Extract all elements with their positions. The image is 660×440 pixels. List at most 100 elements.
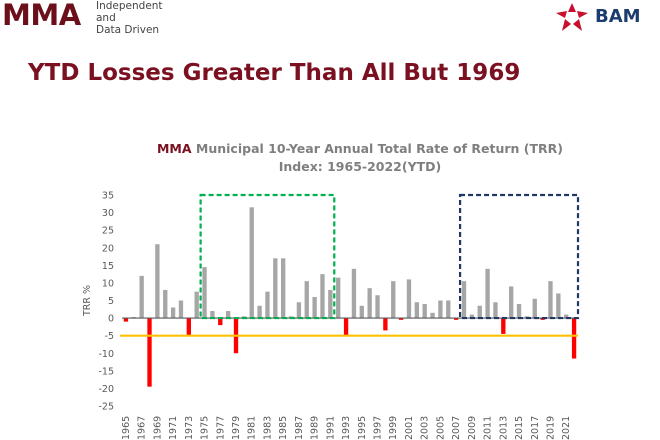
bar-2019 [548, 281, 553, 319]
brand-name: MMA [2, 0, 81, 32]
x-tick-label: 1971 [168, 416, 179, 440]
chart-title-line2: Index: 1965-2022(YTD) [278, 159, 442, 174]
bam-text: BAM [595, 6, 641, 27]
bar-2007 [453, 318, 459, 320]
bar-1971 [170, 307, 176, 319]
bar-2010 [477, 305, 482, 319]
x-tick-label: 1977 [215, 416, 226, 440]
y-tick-label: -20 [98, 384, 114, 395]
bar-1995 [359, 305, 364, 319]
y-tick-label: 35 [102, 191, 114, 202]
highlight-box-navy [458, 193, 580, 320]
x-tick-label: 1981 [247, 416, 258, 440]
y-tick-label: -5 [105, 331, 114, 342]
bar-2003 [422, 304, 427, 319]
bar-1969 [155, 244, 160, 319]
y-tick-label: -10 [98, 349, 114, 360]
x-tick-label: 1983 [262, 416, 273, 440]
x-tick-label: 1995 [357, 416, 368, 440]
x-tick-label: 1991 [325, 416, 336, 440]
chart-title-line1: MMA Municipal 10-Year Annual Total Rate … [120, 140, 600, 158]
x-tick-label: 2021 [561, 416, 572, 440]
bar-2015 [516, 304, 522, 319]
x-tick-label: 2005 [435, 416, 446, 440]
y-tick-label: 0 [108, 314, 114, 325]
bar-1999 [391, 281, 396, 319]
bar-1998 [383, 318, 388, 331]
bar-2012 [493, 302, 498, 319]
bar-1972 [178, 300, 184, 319]
bar-1981 [249, 207, 254, 319]
slide-title: YTD Losses Greater Than All But 1969 [28, 60, 521, 86]
bar-2008 [461, 281, 467, 319]
y-tick-label: 20 [102, 243, 114, 254]
x-tick-label: 1997 [373, 416, 384, 440]
bar-2005 [438, 300, 443, 319]
x-tick-label: 2017 [530, 416, 541, 440]
brand-tagline: Independent and Data Driven [96, 0, 163, 36]
tagline-line2: Data Driven [96, 24, 160, 36]
x-tick-label: 1987 [294, 416, 305, 440]
x-tick-label: 1973 [184, 416, 195, 440]
y-tick-label: 5 [108, 296, 114, 307]
bar-1996 [367, 288, 372, 319]
tagline-line1: Independent and [96, 0, 163, 24]
highlight-box-green [199, 193, 336, 320]
bar-1989 [312, 296, 317, 319]
x-tick-label: 2013 [498, 416, 509, 440]
y-tick-label: 25 [102, 226, 114, 237]
bar-1997 [375, 295, 380, 319]
y-tick-label: -15 [98, 366, 114, 377]
chart-title-main: Municipal 10-Year Annual Total Rate of R… [195, 141, 564, 156]
bar-1990 [320, 274, 325, 319]
bar-2000 [398, 318, 404, 320]
bar-1974 [194, 291, 199, 319]
y-axis-label: TRR % [82, 285, 93, 317]
x-tick-label: 2019 [545, 416, 556, 440]
bar-2004 [430, 312, 435, 319]
x-tick-label: 2007 [451, 416, 462, 440]
x-tick-label: 2009 [467, 416, 478, 440]
y-tick-label: 10 [102, 278, 114, 289]
bar-2006 [446, 300, 451, 319]
bar-1992 [336, 277, 341, 319]
y-tick-label: -25 [98, 402, 114, 413]
chart-title-prefix: MMA [156, 141, 192, 156]
x-tick-label: 2003 [420, 416, 431, 440]
bar-1970 [163, 289, 168, 319]
x-tick-label: 1975 [200, 416, 211, 440]
bam-logo: BAM [555, 2, 650, 32]
bar-2002 [414, 302, 419, 319]
bar-2020 [556, 293, 561, 319]
bar-2011 [485, 268, 490, 319]
x-tick-label: 1985 [278, 416, 289, 440]
x-tick-label: 1969 [152, 416, 163, 440]
x-tick-label: 1989 [310, 416, 321, 440]
bar-1982 [257, 305, 262, 319]
x-tick-label: 2011 [483, 416, 494, 440]
bar-2014 [509, 286, 514, 319]
bar-2009 [469, 314, 475, 319]
bar-1976 [210, 311, 215, 319]
bar-1968 [147, 318, 152, 387]
bar-2021 [564, 314, 569, 319]
bar-1965 [123, 318, 129, 322]
bar-1985 [281, 258, 286, 319]
x-tick-label: 1967 [137, 416, 148, 440]
y-tick-label: 30 [102, 208, 114, 219]
x-tick-label: 1993 [341, 416, 352, 440]
bar-1983 [265, 291, 270, 319]
bar-1978 [225, 311, 231, 319]
y-tick-label: 15 [102, 261, 114, 272]
chart-title: MMA Municipal 10-Year Annual Total Rate … [120, 140, 600, 176]
bar-1988 [304, 281, 309, 319]
bar-2001 [406, 279, 412, 319]
bar-1973 [186, 318, 191, 336]
bar-1993 [343, 318, 349, 336]
x-tick-label: 2015 [514, 416, 525, 440]
bar-1994 [351, 268, 357, 319]
bam-star-icon [556, 3, 588, 31]
bar-1977 [218, 318, 223, 326]
x-tick-label: 1979 [231, 416, 242, 440]
bar-2022 [571, 318, 577, 359]
